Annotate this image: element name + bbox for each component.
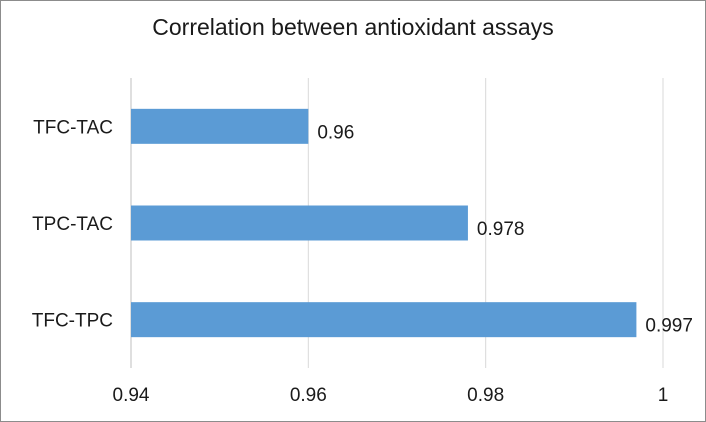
x-tick-label: 1 <box>658 385 669 406</box>
data-label: 0.978 <box>477 219 525 240</box>
bar <box>131 302 637 338</box>
bar <box>131 205 468 241</box>
category-label: TFC-TPC <box>32 311 113 332</box>
data-label: 0.96 <box>317 122 354 143</box>
bar <box>131 108 309 144</box>
x-tick-label: 0.98 <box>467 385 504 406</box>
x-tick-label: 0.96 <box>290 385 327 406</box>
category-label: TFC-TAC <box>33 117 113 138</box>
x-tick-label: 0.94 <box>113 385 150 406</box>
data-label: 0.997 <box>645 316 693 337</box>
chart-title: Correlation between antioxidant assays <box>152 14 554 40</box>
category-label: TPC-TAC <box>32 214 113 235</box>
